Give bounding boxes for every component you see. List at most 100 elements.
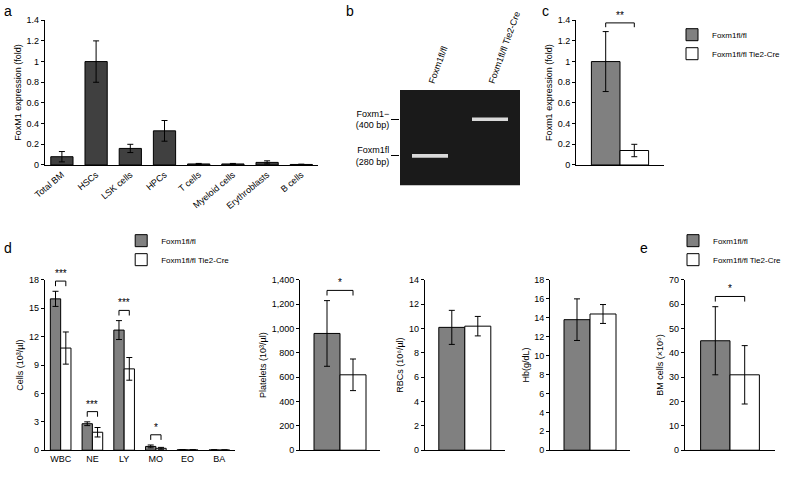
svg-text:0.2: 0.2 (558, 139, 571, 149)
svg-text:Foxm1fl(280 bp): Foxm1fl(280 bp) (356, 145, 390, 167)
svg-text:Myeloid cells: Myeloid cells (191, 169, 237, 210)
svg-text:12: 12 (409, 299, 419, 309)
svg-text:1.4: 1.4 (26, 15, 39, 25)
svg-text:0.6: 0.6 (558, 98, 571, 108)
svg-text:200: 200 (279, 421, 294, 431)
svg-text:70: 70 (669, 275, 679, 285)
svg-text:Foxm1fl/fl: Foxm1fl/fl (427, 45, 450, 85)
svg-text:20: 20 (669, 397, 679, 407)
svg-text:0.6: 0.6 (26, 98, 39, 108)
svg-text:0: 0 (34, 160, 39, 170)
svg-text:8: 8 (539, 370, 544, 380)
svg-text:1,000: 1,000 (272, 324, 295, 334)
svg-text:18: 18 (534, 275, 544, 285)
svg-text:FoxM1 expression (fold): FoxM1 expression (fold) (13, 44, 23, 141)
svg-text:6: 6 (414, 372, 419, 382)
svg-text:Cells (10³/µl): Cells (10³/µl) (15, 339, 25, 390)
svg-text:MO: MO (149, 454, 164, 464)
svg-text:0: 0 (414, 445, 419, 455)
svg-text:400: 400 (279, 397, 294, 407)
svg-text:18: 18 (29, 275, 39, 285)
svg-text:1,200: 1,200 (272, 299, 295, 309)
svg-text:Erythroblasts: Erythroblasts (225, 169, 272, 211)
svg-text:1.2: 1.2 (558, 36, 571, 46)
svg-text:Foxm1fl/fl Tie2-Cre: Foxm1fl/fl Tie2-Cre (161, 256, 229, 265)
svg-text:600: 600 (279, 372, 294, 382)
svg-text:Hb(g/dL): Hb(g/dL) (521, 348, 531, 383)
svg-text:14: 14 (534, 313, 544, 323)
svg-text:1: 1 (34, 57, 39, 67)
svg-text:RBCs (10⁶/µl): RBCs (10⁶/µl) (395, 337, 405, 392)
svg-text:0: 0 (539, 445, 544, 455)
svg-text:a: a (4, 3, 12, 19)
svg-text:50: 50 (669, 324, 679, 334)
svg-text:2: 2 (539, 426, 544, 436)
svg-text:10: 10 (534, 351, 544, 361)
svg-text:0: 0 (674, 445, 679, 455)
svg-text:HSCs: HSCs (76, 169, 101, 192)
svg-text:Foxm1fl/fl Tie2-Cre: Foxm1fl/fl Tie2-Cre (713, 256, 781, 265)
svg-text:16: 16 (534, 294, 544, 304)
svg-text:0.2: 0.2 (26, 139, 39, 149)
svg-text:14: 14 (409, 275, 419, 285)
svg-text:0.4: 0.4 (26, 119, 39, 129)
svg-text:e: e (640, 240, 648, 256)
svg-text:30: 30 (669, 372, 679, 382)
svg-text:Foxm1fl/fl: Foxm1fl/fl (713, 237, 748, 246)
svg-text:12: 12 (29, 332, 39, 342)
svg-text:800: 800 (279, 348, 294, 358)
svg-text:d: d (4, 240, 12, 256)
svg-text:0: 0 (565, 160, 570, 170)
svg-text:2: 2 (414, 421, 419, 431)
svg-text:1: 1 (565, 57, 570, 67)
svg-text:0: 0 (34, 445, 39, 455)
svg-text:Foxm1−(400 bp): Foxm1−(400 bp) (356, 109, 390, 131)
svg-text:Platelets (10³/µl): Platelets (10³/µl) (258, 332, 268, 398)
svg-text:*: * (728, 283, 732, 294)
svg-text:BM cells (×10⁶): BM cells (×10⁶) (655, 334, 665, 395)
svg-text:*: * (338, 277, 342, 288)
svg-text:Foxm1fl/fl Tie2-Cre: Foxm1fl/fl Tie2-Cre (487, 10, 522, 85)
svg-text:0.4: 0.4 (558, 119, 571, 129)
svg-text:c: c (542, 3, 549, 19)
svg-text:NE: NE (86, 454, 99, 464)
svg-text:12: 12 (534, 332, 544, 342)
svg-text:B cells: B cells (279, 169, 306, 194)
svg-text:b: b (346, 3, 354, 19)
svg-text:1.4: 1.4 (558, 15, 571, 25)
svg-text:10: 10 (409, 324, 419, 334)
svg-text:T cells: T cells (177, 169, 204, 194)
svg-text:6: 6 (34, 389, 39, 399)
svg-text:***: *** (118, 297, 130, 308)
svg-text:3: 3 (34, 417, 39, 427)
svg-text:**: ** (616, 10, 624, 21)
svg-text:HPCs: HPCs (144, 169, 169, 192)
svg-text:0: 0 (289, 445, 294, 455)
svg-text:Total BM: Total BM (33, 170, 66, 200)
svg-text:0.8: 0.8 (26, 77, 39, 87)
svg-text:10: 10 (669, 421, 679, 431)
svg-text:60: 60 (669, 299, 679, 309)
svg-text:0.8: 0.8 (558, 77, 571, 87)
svg-text:Foxm1 expression (fold): Foxm1 expression (fold) (544, 44, 554, 141)
svg-text:LY: LY (119, 454, 129, 464)
svg-text:4: 4 (539, 408, 544, 418)
svg-text:1,400: 1,400 (272, 275, 295, 285)
svg-text:Foxm1fl/fl Tie2-Cre: Foxm1fl/fl Tie2-Cre (712, 50, 780, 59)
svg-text:***: *** (55, 268, 67, 279)
svg-text:BA: BA (213, 454, 225, 464)
svg-text:Foxm1fl/fl: Foxm1fl/fl (161, 237, 196, 246)
svg-text:***: *** (86, 399, 98, 410)
svg-text:*: * (154, 422, 158, 433)
svg-text:15: 15 (29, 303, 39, 313)
svg-text:9: 9 (34, 360, 39, 370)
svg-text:EO: EO (181, 454, 194, 464)
svg-text:6: 6 (539, 389, 544, 399)
svg-text:Foxm1fl/fl: Foxm1fl/fl (712, 31, 747, 40)
svg-text:1.2: 1.2 (26, 36, 39, 46)
svg-text:WBC: WBC (50, 454, 71, 464)
svg-text:40: 40 (669, 348, 679, 358)
svg-text:LSK cells: LSK cells (99, 169, 135, 201)
svg-text:4: 4 (414, 397, 419, 407)
svg-text:8: 8 (414, 348, 419, 358)
